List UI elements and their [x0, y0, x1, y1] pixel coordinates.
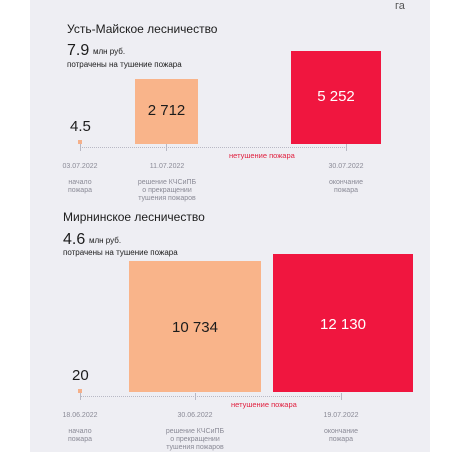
tick-label-end: 19.07.2022 окончание пожара	[308, 404, 374, 444]
cost-description: потрачены на тушение пожара	[67, 60, 182, 69]
event: начало пожара	[68, 428, 92, 443]
event: начало пожара	[68, 179, 92, 194]
date: 30.06.2022	[177, 412, 213, 419]
bar-value-decision: 2 712	[147, 102, 186, 119]
bar-decision: 2 712	[135, 79, 198, 144]
tick-end	[346, 144, 347, 151]
cost-description: потрачены на тушение пожара	[63, 248, 178, 257]
bar-end: 12 130	[273, 254, 413, 392]
tick-start	[80, 144, 81, 151]
tick-start	[80, 393, 81, 400]
tick-decision	[195, 393, 196, 400]
non-extinguishing-label: нетушение пожара	[231, 400, 297, 409]
tick-label-start: 03.07.2022 начало пожара	[50, 155, 110, 195]
unit-label: га	[395, 0, 405, 12]
tick-end	[341, 393, 342, 400]
tick-label-start: 18.06.2022 начало пожара	[50, 404, 110, 444]
cost-value: 4.6	[63, 231, 86, 248]
timeline-axis	[80, 147, 347, 148]
bar-value-start: 20	[72, 367, 89, 384]
date: 19.07.2022	[323, 412, 359, 419]
event: решение КЧСиПБ о прекращении тушения пож…	[165, 428, 225, 451]
section-title: Усть-Майское лесничество	[67, 22, 218, 36]
event: окончание пожара	[328, 179, 363, 194]
cost-value: 7.9	[67, 42, 90, 59]
timeline-axis	[80, 396, 342, 397]
bar-value-end: 12 130	[320, 316, 366, 333]
tick-label-end: 30.07.2022 окончание пожара	[313, 155, 379, 195]
bar-decision: 10 734	[129, 261, 261, 392]
tick-label-decision: 11.07.2022 решение КЧСиПБ о прекращении …	[131, 155, 203, 203]
date: 30.07.2022	[328, 163, 364, 170]
bar-value-decision: 10 734	[172, 319, 218, 336]
bar-value-end: 5 252	[317, 88, 355, 105]
date: 03.07.2022	[62, 163, 98, 170]
cost-unit: млн руб.	[93, 47, 126, 56]
bar-start	[78, 389, 82, 393]
bar-value-start: 4.5	[70, 118, 91, 135]
tick-decision	[166, 144, 167, 151]
non-extinguishing-label: нетушение пожара	[229, 151, 295, 160]
section-title: Мирнинское лесничество	[63, 210, 205, 224]
bar-end: 5 252	[291, 51, 381, 144]
bar-start	[78, 140, 82, 144]
event: окончание пожара	[323, 428, 358, 443]
event: решение КЧСиПБ о прекращении тушения пож…	[137, 179, 197, 202]
cost-unit: млн руб.	[89, 236, 122, 245]
date: 18.06.2022	[62, 412, 98, 419]
tick-label-decision: 30.06.2022 решение КЧСиПБ о прекращении …	[159, 404, 231, 452]
date: 11.07.2022	[149, 163, 185, 170]
